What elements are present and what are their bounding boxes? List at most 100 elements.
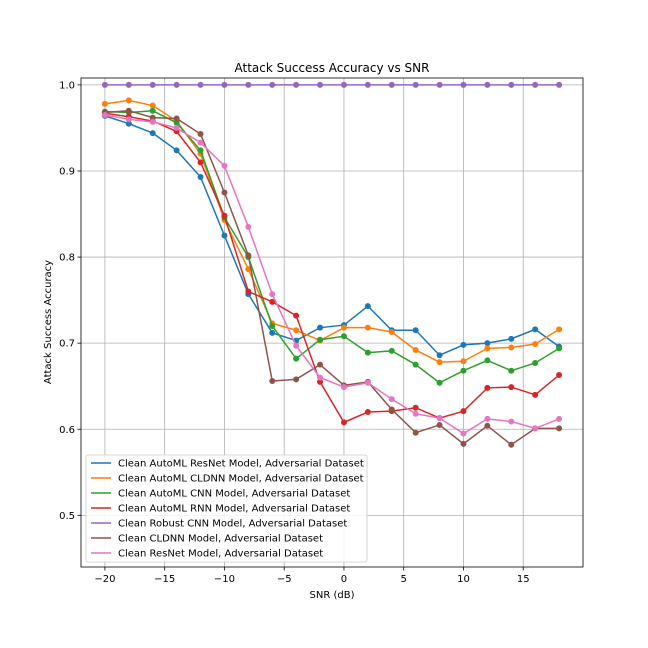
series-2 xyxy=(101,97,563,366)
data-point xyxy=(317,336,324,343)
data-point xyxy=(556,372,563,379)
data-point xyxy=(197,174,204,181)
y-tick-label: 0.6 xyxy=(59,425,75,436)
data-point xyxy=(532,326,539,333)
data-point xyxy=(269,81,276,88)
data-point xyxy=(173,81,180,88)
data-point xyxy=(317,81,324,88)
x-tick-label: 10 xyxy=(457,574,470,585)
ticks: −20 −15 −10 −5 0 5 10 15 0.5 0.6 0.7 0.8 0.9 1.0 xyxy=(59,80,530,585)
data-point xyxy=(460,408,467,415)
y-tick-label: 0.8 xyxy=(59,253,75,264)
data-point xyxy=(388,347,395,354)
data-point xyxy=(532,391,539,398)
plot-frame xyxy=(80,77,584,568)
chart-title: Attack Success Accuracy vs SNR xyxy=(235,61,430,75)
data-point xyxy=(364,303,371,310)
data-point xyxy=(460,440,467,447)
legend-label: Clean ResNet Model, Adversarial Dataset xyxy=(118,549,323,560)
data-point xyxy=(340,81,347,88)
data-point xyxy=(388,328,395,335)
data-point xyxy=(508,335,515,342)
data-point xyxy=(197,130,204,137)
data-point xyxy=(484,81,491,88)
data-point xyxy=(556,425,563,432)
y-tick-label: 0.7 xyxy=(59,339,75,350)
data-point xyxy=(388,406,395,413)
data-point xyxy=(293,355,300,362)
legend-item: Clean AutoML CLDNN Model, Adversarial Da… xyxy=(91,474,364,485)
y-axis-label: Attack Success Accuracy xyxy=(43,260,54,384)
series-line xyxy=(104,114,560,435)
data-point xyxy=(364,324,371,331)
data-point xyxy=(245,252,252,259)
data-point xyxy=(125,116,132,123)
data-point xyxy=(149,81,156,88)
data-point xyxy=(436,352,443,359)
data-point xyxy=(412,347,419,354)
x-tick-label: −10 xyxy=(214,574,235,585)
data-point xyxy=(364,81,371,88)
data-point xyxy=(101,100,108,107)
data-point xyxy=(460,341,467,348)
series-layer xyxy=(101,81,563,448)
data-point xyxy=(556,415,563,422)
data-point xyxy=(221,212,228,219)
data-point xyxy=(125,97,132,104)
series-6 xyxy=(101,107,563,448)
data-point xyxy=(317,374,324,381)
data-point xyxy=(293,376,300,383)
data-point xyxy=(245,223,252,230)
legend-item: Clean AutoML RNN Model, Adversarial Data… xyxy=(91,504,350,515)
data-point xyxy=(149,118,156,125)
data-point xyxy=(149,102,156,109)
data-point xyxy=(460,358,467,365)
data-point xyxy=(125,107,132,114)
data-point xyxy=(484,415,491,422)
data-point xyxy=(364,409,371,416)
data-point xyxy=(340,384,347,391)
data-point xyxy=(149,130,156,137)
data-point xyxy=(460,367,467,374)
data-point xyxy=(508,384,515,391)
legend-item: Clean AutoML ResNet Model, Adversarial D… xyxy=(91,459,364,470)
data-point xyxy=(484,345,491,352)
y-tick-label: 0.9 xyxy=(59,166,75,177)
x-tick-label: 15 xyxy=(517,574,530,585)
data-point xyxy=(101,112,108,119)
data-point xyxy=(388,81,395,88)
data-point xyxy=(388,396,395,403)
x-tick-label: 0 xyxy=(341,574,347,585)
legend-label: Clean AutoML RNN Model, Adversarial Data… xyxy=(118,504,350,515)
data-point xyxy=(532,81,539,88)
data-point xyxy=(269,329,276,336)
data-point xyxy=(197,159,204,166)
legend-item: Clean AutoML CNN Model, Adversarial Data… xyxy=(91,489,350,500)
data-point xyxy=(412,410,419,417)
data-point xyxy=(221,162,228,169)
data-point xyxy=(149,114,156,121)
data-point xyxy=(436,421,443,428)
data-point xyxy=(412,429,419,436)
legend-label: Clean Robust CNN Model, Adversarial Data… xyxy=(118,519,347,530)
data-point xyxy=(412,81,419,88)
data-point xyxy=(412,361,419,368)
series-5 xyxy=(101,81,563,88)
data-point xyxy=(436,379,443,386)
legend-label: Clean AutoML ResNet Model, Adversarial D… xyxy=(118,459,364,470)
data-point xyxy=(173,147,180,154)
series-line xyxy=(104,109,560,446)
x-tick-label: 5 xyxy=(401,574,407,585)
data-point xyxy=(269,378,276,385)
legend-item: Clean Robust CNN Model, Adversarial Data… xyxy=(91,519,347,530)
data-point xyxy=(340,333,347,340)
data-point xyxy=(173,115,180,122)
data-point xyxy=(269,298,276,305)
legend-label: Clean CLDNN Model, Adversarial Dataset xyxy=(118,534,323,545)
data-point xyxy=(484,340,491,347)
legend-item: Clean ResNet Model, Adversarial Dataset xyxy=(91,549,323,560)
data-point xyxy=(340,419,347,426)
data-point xyxy=(508,441,515,448)
data-point xyxy=(460,81,467,88)
legend-box xyxy=(85,454,368,563)
